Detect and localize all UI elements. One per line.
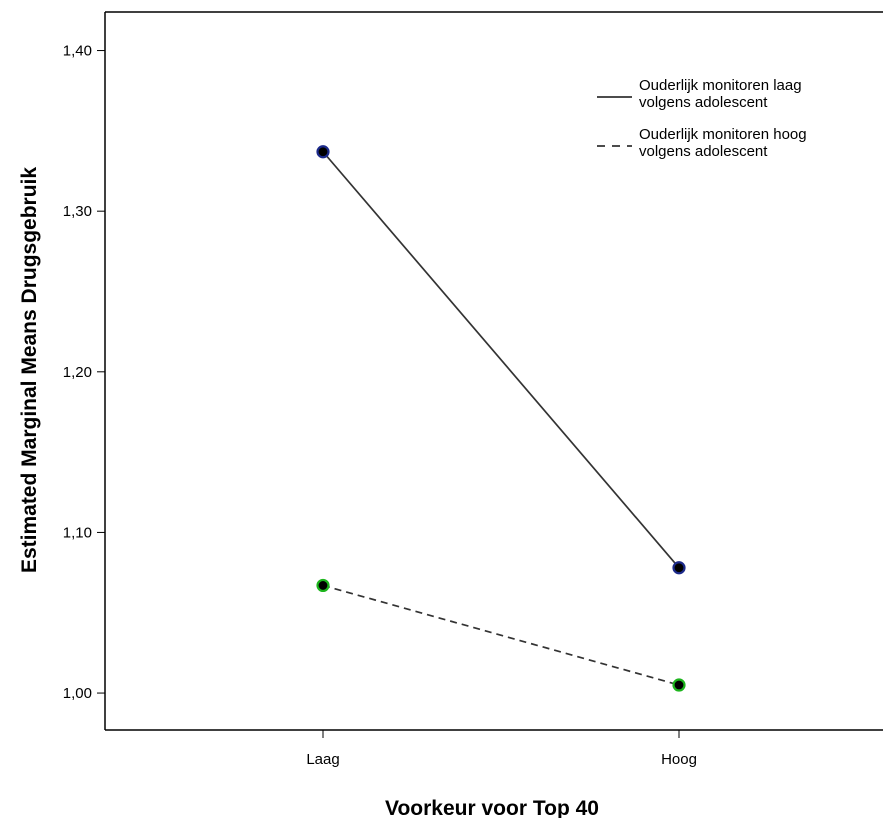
series-line-2 — [322, 584, 680, 686]
x-axis-ticks: Laag Hoog — [306, 730, 697, 768]
y-axis-title: Estimated Marginal Means Drugsgebruik — [18, 167, 41, 573]
series-2-point — [672, 678, 686, 692]
x-axis-title: Voorkeur voor Top 40 — [385, 797, 599, 818]
legend-label: volgens adolescent — [639, 143, 768, 160]
y-tick-label: 1,20 — [63, 364, 92, 381]
x-tick-label: Laag — [306, 751, 339, 768]
y-tick-label: 1,30 — [63, 203, 92, 220]
y-tick-label: 1,00 — [63, 685, 92, 702]
series-line-1 — [322, 151, 680, 569]
y-tick-label: 1,10 — [63, 524, 92, 541]
legend-label: Ouderlijk monitoren laag — [639, 77, 802, 94]
plot-frame — [104, 11, 883, 731]
series-markers — [316, 145, 686, 692]
y-axis-ticks: 1,00 1,10 1,20 1,30 1,40 — [63, 43, 105, 702]
series-1-point — [672, 561, 686, 575]
series-lines — [322, 151, 680, 686]
series-1-point — [316, 145, 330, 159]
x-tick-label: Hoog — [661, 751, 697, 768]
series-2-point — [316, 578, 330, 593]
y-tick-label: 1,40 — [63, 43, 92, 60]
legend-label: volgens adolescent — [639, 94, 768, 111]
legend-label: Ouderlijk monitoren hoog — [639, 126, 807, 143]
